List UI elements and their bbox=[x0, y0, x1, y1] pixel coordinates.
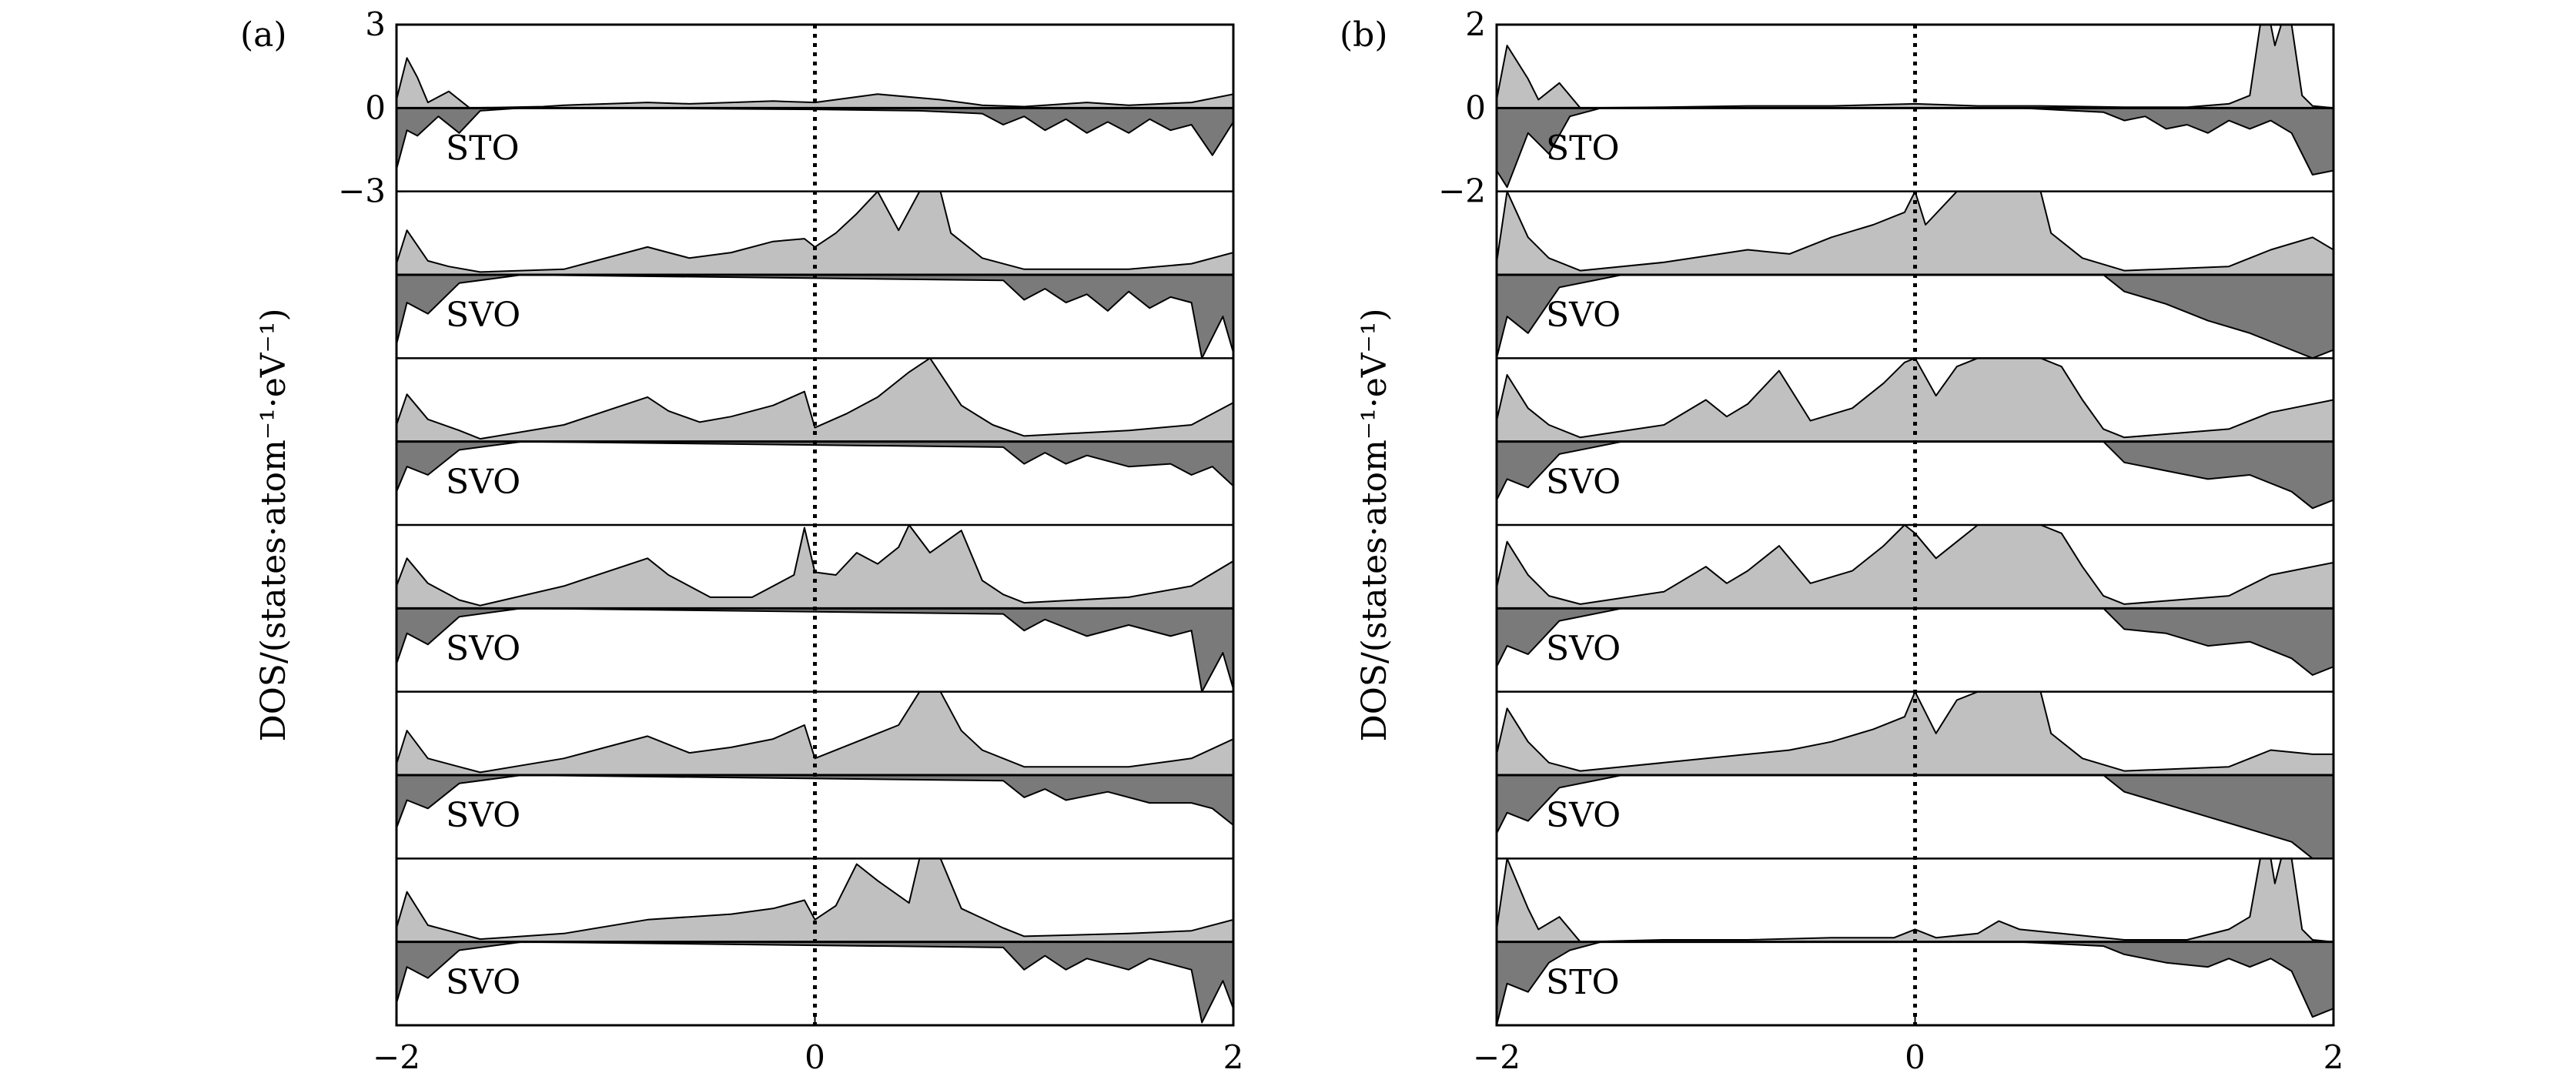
x-tick-label: 0 bbox=[1905, 1038, 1925, 1076]
spin-down-area bbox=[1497, 107, 2333, 189]
spin-up-area bbox=[1497, 357, 2333, 443]
spin-up-area bbox=[396, 524, 1233, 610]
spin-down-area bbox=[1497, 440, 2333, 510]
panel-a: (a) DOS/(states·atom⁻¹·eV⁻¹) STO 3 0 −3 SVO SVO… bbox=[240, 5, 1243, 1076]
layer-4 bbox=[396, 524, 1233, 693]
y-tick-label: 3 bbox=[365, 5, 386, 43]
layer-3 bbox=[396, 357, 1233, 493]
spin-down-area bbox=[1497, 774, 2333, 860]
spin-down-area bbox=[396, 774, 1233, 829]
layer-label: SVO bbox=[1546, 796, 1621, 835]
layer-label: SVO bbox=[1546, 630, 1621, 669]
panel-label: (b) bbox=[1340, 15, 1388, 55]
y-axis-label: DOS/(states·atom⁻¹·eV⁻¹) bbox=[1355, 308, 1394, 741]
y-tick-label: 0 bbox=[1465, 89, 1486, 126]
layer-5 bbox=[396, 690, 1233, 829]
spin-down-area bbox=[396, 107, 1233, 170]
layer-1 bbox=[396, 57, 1233, 170]
x-tick-label: 0 bbox=[805, 1038, 825, 1076]
x-tick-label: −2 bbox=[373, 1038, 420, 1076]
x-tick-label: 2 bbox=[1223, 1038, 1244, 1076]
layer-label: SVO bbox=[446, 630, 520, 669]
y-tick-label: 0 bbox=[365, 89, 386, 126]
layer-1 bbox=[1497, 25, 2333, 189]
spin-up-area bbox=[1497, 857, 2333, 943]
spin-up-area bbox=[396, 57, 1233, 109]
layer-label: SVO bbox=[446, 963, 520, 1002]
spin-down-area bbox=[396, 440, 1233, 493]
layer-label: SVO bbox=[446, 796, 520, 835]
layer-label: SVO bbox=[446, 296, 520, 335]
spin-up-area bbox=[396, 690, 1233, 776]
layer-label: STO bbox=[1546, 129, 1620, 169]
layer-6 bbox=[396, 857, 1233, 1024]
y-axis-label: DOS/(states·atom⁻¹·eV⁻¹) bbox=[254, 308, 293, 741]
y-tick-label: −3 bbox=[338, 172, 386, 210]
panel-b: (b) DOS/(states·atom⁻¹·eV⁻¹) STO 2 0 −2 SVO SVO… bbox=[1340, 5, 2343, 1076]
spin-up-area bbox=[396, 857, 1233, 943]
spin-down-area bbox=[1497, 941, 2333, 1025]
spin-up-area bbox=[1497, 524, 2333, 610]
y-tick-label: −2 bbox=[1438, 172, 1486, 210]
layer-label: SVO bbox=[1546, 296, 1621, 335]
panel-label: (a) bbox=[240, 15, 287, 55]
layer-label: STO bbox=[1546, 963, 1620, 1002]
spin-down-area bbox=[396, 941, 1233, 1024]
spin-up-area bbox=[396, 357, 1233, 443]
layer-3 bbox=[1497, 357, 2333, 510]
x-tick-label: −2 bbox=[1473, 1038, 1521, 1076]
y-tick-label: 2 bbox=[1465, 5, 1486, 43]
spin-down-area bbox=[396, 274, 1233, 359]
layer-label: SVO bbox=[1546, 463, 1621, 502]
spin-down-area bbox=[396, 607, 1233, 693]
layer-label: SVO bbox=[446, 463, 520, 502]
layer-label: STO bbox=[446, 129, 520, 169]
spin-down-area bbox=[1497, 607, 2333, 676]
x-tick-label: 2 bbox=[2323, 1038, 2344, 1076]
spin-up-area bbox=[1497, 690, 2333, 776]
spin-down-area bbox=[1497, 274, 2333, 359]
